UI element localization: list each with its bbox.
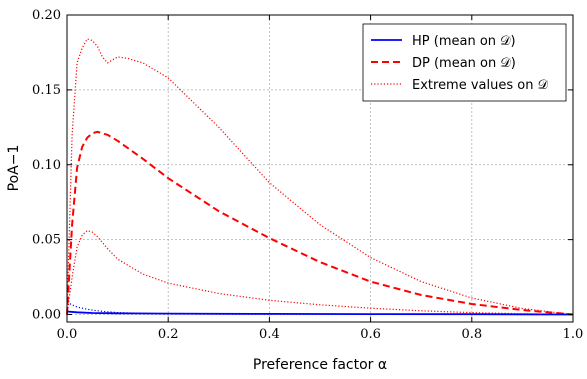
- y-axis-label: PoA−1: [6, 145, 22, 192]
- y-tick-label: 0.15: [32, 83, 61, 98]
- legend-label: DP (mean on 𝒟): [412, 56, 516, 71]
- y-tick-label: 0.05: [32, 233, 61, 248]
- legend: HP (mean on 𝒟) DP (mean on 𝒟) Extreme valu…: [362, 23, 567, 102]
- x-tick-label: 0.2: [158, 327, 179, 342]
- x-axis-label: Preference factor α: [253, 357, 387, 373]
- plot-frame: [66, 14, 574, 323]
- x-tick-label: 0.4: [259, 327, 280, 342]
- y-tick-label: 0.00: [32, 308, 61, 323]
- x-tick-label: 1.0: [563, 327, 584, 342]
- ticks: 0.0 0.2 0.4 0.6 0.8 1.0 0.00 0.05 0.10 0.15 0.20: [32, 8, 583, 342]
- series-layer: [66, 38, 574, 316]
- y-tick-label: 0.20: [32, 8, 61, 23]
- x-tick-label: 0.8: [461, 327, 482, 342]
- series-line-dashed-1: [66, 130, 574, 316]
- series-line-solid-0: [66, 310, 574, 316]
- legend-label: HP (mean on 𝒟): [412, 34, 516, 49]
- x-tick-label: 0.6: [360, 327, 381, 342]
- series-line-dotted-3: [66, 230, 574, 316]
- x-tick-label: 0.0: [57, 327, 78, 342]
- legend-label: Extreme values on 𝒟: [412, 78, 549, 93]
- series-line-dotted-2: [66, 38, 574, 316]
- y-tick-label: 0.10: [32, 158, 61, 173]
